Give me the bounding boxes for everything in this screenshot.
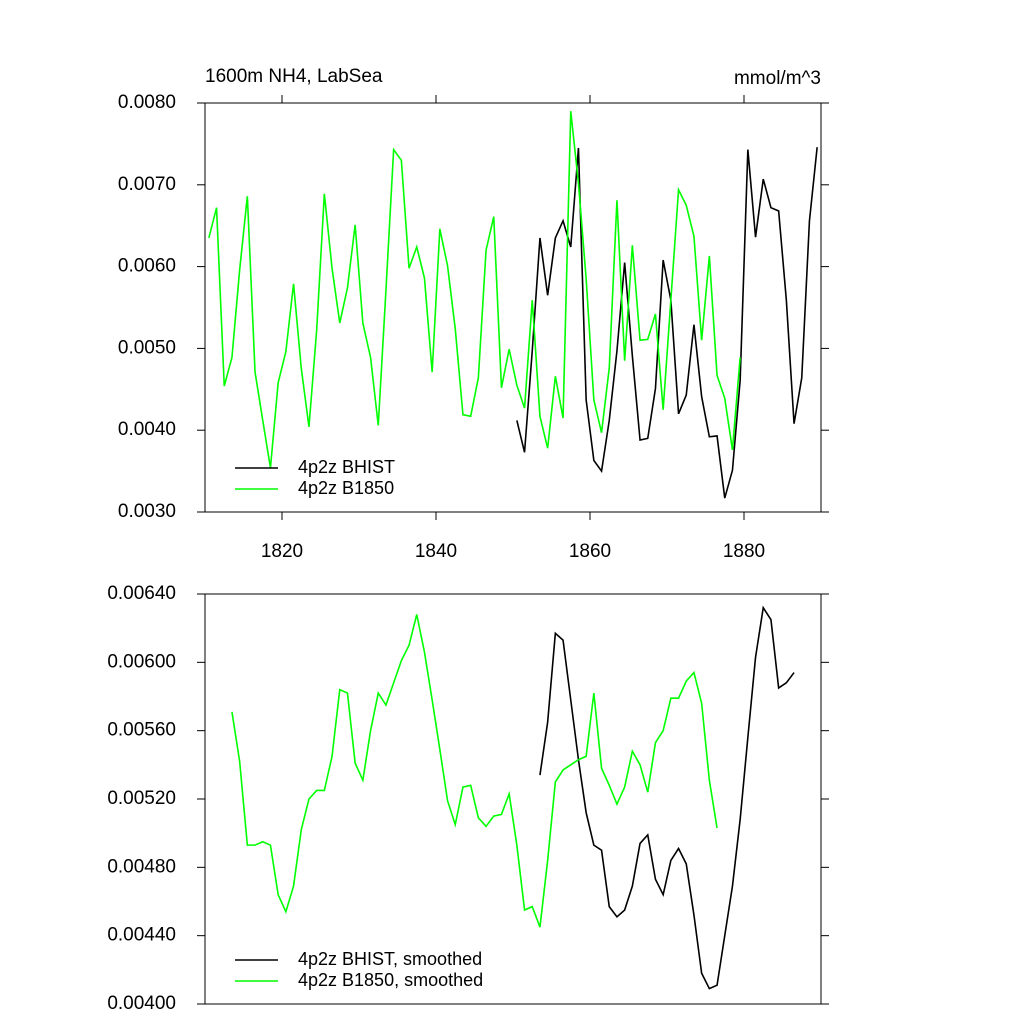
y-tick-label: 0.0050 (118, 337, 176, 358)
y-tick-label: 0.0060 (118, 256, 176, 277)
x-tick-label: 1820 (261, 541, 303, 562)
x-tick-label: 1880 (723, 541, 765, 562)
legend-label: 4p2z BHIST (298, 457, 395, 477)
legend-label: 4p2z B1850 (298, 478, 394, 498)
y-tick-label: 0.0070 (118, 174, 176, 195)
y-tick-label: 0.0030 (118, 501, 176, 522)
y-tick-label: 0.00440 (107, 925, 176, 946)
plot-frame (204, 593, 822, 1005)
y-tick-label: 0.00560 (107, 720, 176, 741)
y-tick-label: 0.0080 (118, 92, 176, 113)
data-line (231, 614, 718, 928)
y-tick-label: 0.00520 (107, 788, 176, 809)
y-tick-label: 0.00480 (107, 856, 176, 877)
units-label: mmol/m^3 (734, 68, 821, 89)
legend-label: 4p2z BHIST, smoothed (298, 949, 482, 969)
y-tick-label: 0.00640 (107, 583, 176, 604)
chart-title: 1600m NH4, LabSea (205, 66, 383, 87)
legend-label: 4p2z B1850, smoothed (298, 970, 483, 990)
x-tick-label: 1860 (569, 541, 611, 562)
data-line (516, 147, 818, 499)
y-tick-label: 0.00600 (107, 651, 176, 672)
x-tick-label: 1840 (415, 541, 457, 562)
y-tick-label: 0.00400 (107, 993, 176, 1014)
y-tick-label: 0.0040 (118, 419, 176, 440)
data-line (208, 111, 741, 468)
plot-frame (204, 102, 822, 513)
data-line (539, 605, 795, 990)
